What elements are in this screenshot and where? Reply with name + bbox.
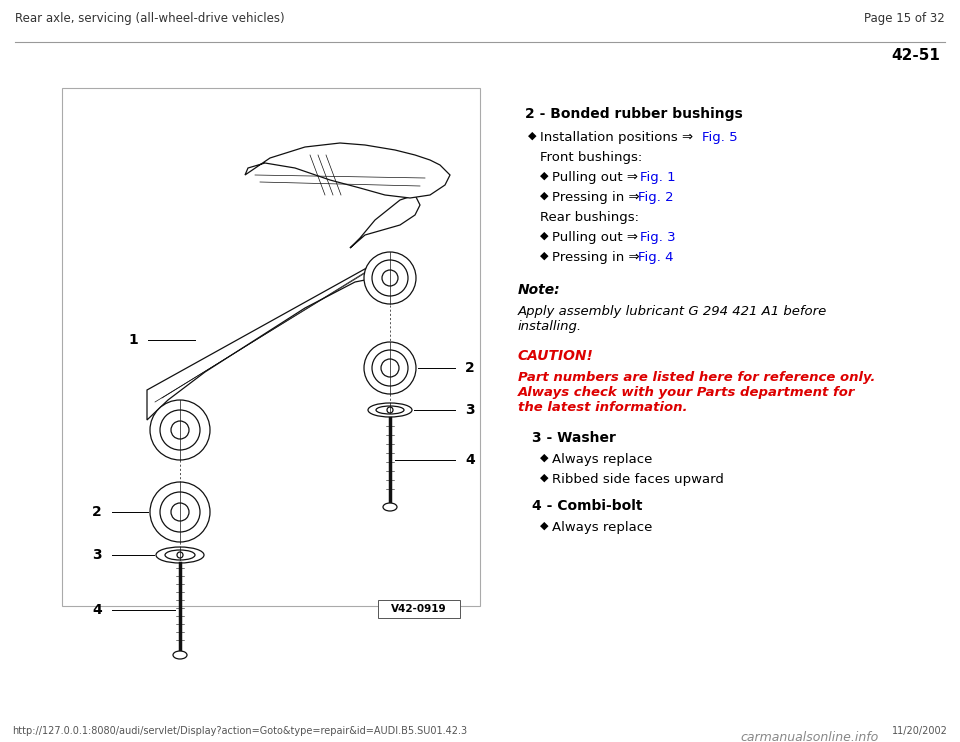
Text: 3: 3 [465, 403, 474, 417]
Text: Front bushings:: Front bushings: [540, 151, 642, 164]
Text: 42-51: 42-51 [891, 48, 940, 63]
Text: V42-0919: V42-0919 [391, 604, 446, 614]
Ellipse shape [165, 550, 195, 560]
Circle shape [150, 400, 210, 460]
Circle shape [364, 342, 416, 394]
Circle shape [160, 410, 200, 450]
Text: 4: 4 [465, 453, 475, 467]
Text: 11/20/2002: 11/20/2002 [892, 726, 948, 736]
Text: 3: 3 [92, 548, 102, 562]
Text: Pulling out ⇒: Pulling out ⇒ [552, 231, 642, 244]
Bar [378, 600, 460, 618]
Text: Fig. 3: Fig. 3 [640, 231, 676, 244]
Text: ◆: ◆ [540, 191, 548, 201]
Text: Pressing in ⇒: Pressing in ⇒ [552, 251, 644, 264]
Text: ◆: ◆ [540, 473, 548, 483]
Circle shape [382, 270, 398, 286]
Circle shape [381, 359, 399, 377]
Circle shape [160, 492, 200, 532]
Text: ◆: ◆ [540, 231, 548, 241]
Polygon shape [350, 195, 420, 248]
Polygon shape [245, 143, 450, 198]
Circle shape [387, 407, 393, 413]
Text: 2 - Bonded rubber bushings: 2 - Bonded rubber bushings [525, 107, 743, 121]
Ellipse shape [368, 403, 412, 417]
Text: ◆: ◆ [540, 453, 548, 463]
Ellipse shape [173, 651, 187, 659]
Text: 2: 2 [465, 361, 475, 375]
Text: ◆: ◆ [540, 251, 548, 261]
Circle shape [150, 482, 210, 542]
Circle shape [177, 552, 183, 558]
Text: Rear axle, servicing (all-wheel-drive vehicles): Rear axle, servicing (all-wheel-drive ve… [15, 12, 284, 25]
Ellipse shape [156, 547, 204, 563]
Text: 2: 2 [92, 505, 102, 519]
Ellipse shape [376, 406, 404, 414]
Bar [62, 88, 480, 606]
Text: Note:: Note: [518, 283, 561, 297]
Text: 1: 1 [129, 333, 138, 347]
Text: Fig. 1: Fig. 1 [640, 171, 676, 184]
Text: Apply assembly lubricant G 294 421 A1 before
installing.: Apply assembly lubricant G 294 421 A1 be… [518, 305, 828, 333]
Text: carmanualsonline.info: carmanualsonline.info [741, 731, 879, 742]
Text: Part numbers are listed here for reference only.
Always check with your Parts de: Part numbers are listed here for referen… [518, 371, 876, 414]
Text: CAUTION!: CAUTION! [518, 349, 594, 363]
Text: Pulling out ⇒: Pulling out ⇒ [552, 171, 642, 184]
Ellipse shape [383, 503, 397, 511]
Circle shape [171, 421, 189, 439]
Polygon shape [147, 255, 390, 420]
Text: 4 - Combi-bolt: 4 - Combi-bolt [532, 499, 642, 513]
Text: ◆: ◆ [540, 521, 548, 531]
Text: Rear bushings:: Rear bushings: [540, 211, 639, 224]
Circle shape [171, 503, 189, 521]
Circle shape [364, 252, 416, 304]
Text: Always replace: Always replace [552, 521, 653, 534]
Text: 4: 4 [92, 603, 102, 617]
Text: Pressing in ⇒: Pressing in ⇒ [552, 191, 644, 204]
Text: Page 15 of 32: Page 15 of 32 [864, 12, 945, 25]
Text: Ribbed side faces upward: Ribbed side faces upward [552, 473, 724, 486]
Text: Installation positions ⇒: Installation positions ⇒ [540, 131, 697, 144]
Text: Fig. 5: Fig. 5 [702, 131, 737, 144]
Text: Fig. 4: Fig. 4 [638, 251, 674, 264]
Circle shape [372, 350, 408, 386]
Text: Always replace: Always replace [552, 453, 653, 466]
Circle shape [372, 260, 408, 296]
Text: 3 - Washer: 3 - Washer [532, 431, 616, 445]
Text: ◆: ◆ [528, 131, 537, 141]
Text: ◆: ◆ [540, 171, 548, 181]
Text: Fig. 2: Fig. 2 [638, 191, 674, 204]
Text: http://127.0.0.1:8080/audi/servlet/Display?action=Goto&type=repair&id=AUDI.B5.SU: http://127.0.0.1:8080/audi/servlet/Displ… [12, 726, 468, 736]
